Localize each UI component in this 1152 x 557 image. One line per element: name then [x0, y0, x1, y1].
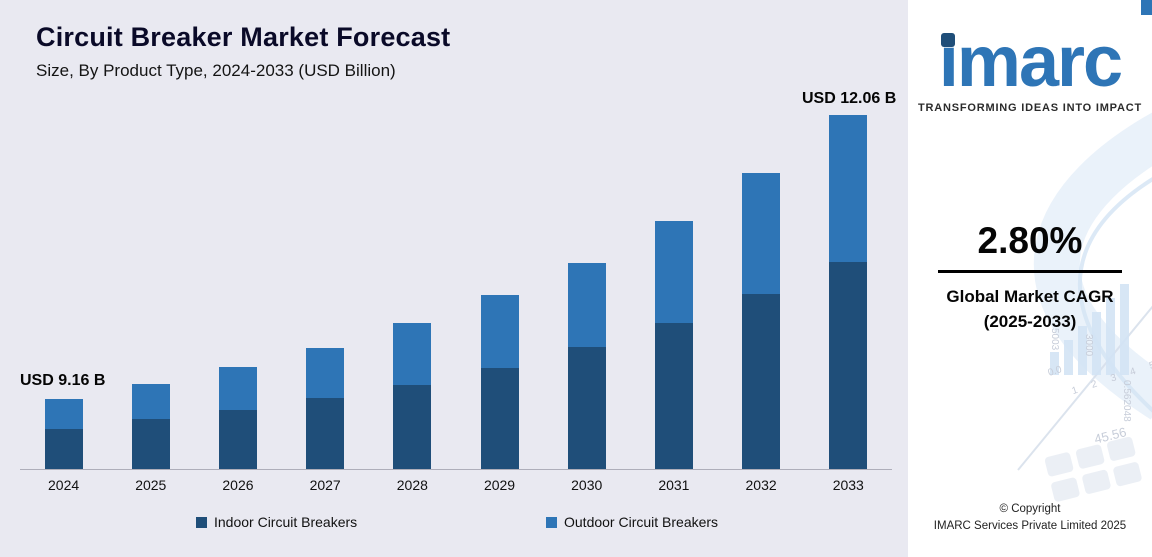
cagr-value: 2.80% [977, 220, 1083, 261]
x-axis-label-2025: 2025 [135, 477, 167, 493]
x-axis-label-2026: 2026 [222, 477, 254, 493]
cagr-block: 2.80% Global Market CAGR (2025-2033) [908, 220, 1152, 334]
bar-segment-outdoor-2032 [742, 173, 781, 294]
cagr-label-line2: (2025-2033) [983, 311, 1077, 331]
logo-tagline: TRANSFORMING IDEAS INTO IMPACT [917, 102, 1143, 114]
bar-segment-outdoor-2030 [567, 263, 606, 347]
bar-segment-indoor-2025 [131, 419, 170, 469]
logo-dot-icon [940, 33, 955, 47]
x-axis-label-2029: 2029 [483, 477, 516, 493]
bar-segment-indoor-2027 [306, 398, 345, 469]
bar-segment-outdoor-2024 [44, 399, 83, 429]
x-axis-labels: 2024 2025 2026 2027 2028 2029 2030 2031 2032 2033 [20, 477, 892, 493]
page-title: Circuit Breaker Market Forecast [36, 22, 451, 52]
bar-segment-outdoor-2033 [829, 115, 868, 262]
page-subtitle: Size, By Product Type, 2024-2033 (USD Bi… [36, 61, 396, 80]
x-axis-label-2028: 2028 [396, 477, 428, 493]
imarc-logo-text: imarc [938, 22, 1123, 102]
copyright: © Copyright IMARC Services Private Limit… [908, 501, 1152, 536]
bar-segment-indoor-2029 [480, 368, 519, 469]
bar-segment-outdoor-2025 [131, 384, 170, 419]
legend-swatch-indoor [196, 516, 207, 528]
x-axis-label-2024: 2024 [48, 477, 80, 493]
bar-segment-outdoor-2028 [393, 323, 432, 385]
legend-swatch-outdoor [546, 516, 557, 528]
side-panel: 0.562048 5003 3000 0.0 1 2 3 4 5 45.56 i… [908, 0, 1152, 557]
bar-group-2031 [630, 88, 717, 469]
bar-segment-indoor-2026 [218, 410, 257, 469]
decorative-number: 0.562048 [1121, 380, 1132, 422]
x-axis-label-2033: 2033 [832, 477, 864, 493]
bar-group-2025 [107, 88, 194, 469]
bar-segment-outdoor-2029 [480, 295, 519, 368]
bar-group-2029 [456, 88, 543, 469]
bar-segment-outdoor-2027 [306, 348, 345, 398]
bar-group-2030 [543, 88, 630, 469]
cagr-label-line1: Global Market CAGR [946, 287, 1114, 306]
bar-segment-outdoor-2026 [218, 367, 257, 410]
bar-group-2024 [20, 88, 107, 469]
bar-segment-outdoor-2031 [654, 221, 693, 323]
bar-segment-indoor-2032 [742, 294, 781, 469]
legend-label-indoor: Indoor Circuit Breakers [214, 514, 358, 530]
legend-label-outdoor: Outdoor Circuit Breakers [564, 514, 719, 530]
legend-item-outdoor: Outdoor Circuit Breakers [546, 514, 718, 530]
decorative-number: 3000 [1083, 334, 1094, 357]
corner-accent-shape [1141, 0, 1152, 15]
bar-group-2032 [718, 88, 805, 469]
bar-chart [20, 88, 892, 470]
bar-segment-indoor-2028 [393, 385, 432, 469]
cagr-divider [938, 270, 1122, 273]
annotation-2024: USD 9.16 B [20, 372, 106, 389]
bar-group-2026 [194, 88, 281, 469]
annotation-2033: USD 12.06 B [802, 90, 897, 107]
x-axis-label-2030: 2030 [571, 477, 603, 493]
copyright-line2: IMARC Services Private Limited 2025 [933, 519, 1127, 532]
bar-segment-indoor-2033 [829, 262, 868, 469]
x-axis-label-2027: 2027 [309, 477, 341, 493]
bar-segment-indoor-2024 [44, 429, 83, 469]
bar-group-2028 [369, 88, 456, 469]
imarc-logo: imarc TRANSFORMING IDEAS INTO IMPACT [908, 26, 1152, 114]
copyright-line1: © Copyright [999, 502, 1061, 515]
bar-group-2033 [805, 88, 892, 469]
bar-segment-indoor-2030 [567, 347, 606, 469]
legend-item-indoor: Indoor Circuit Breakers [196, 514, 357, 530]
chart-panel: Circuit Breaker Market Forecast Size, By… [0, 0, 908, 557]
x-axis-label-2032: 2032 [745, 477, 777, 493]
bar-segment-indoor-2031 [654, 323, 693, 469]
decorative-graphic [1017, 112, 1152, 502]
bar-group-2027 [282, 88, 369, 469]
x-axis-label-2031: 2031 [658, 477, 690, 493]
